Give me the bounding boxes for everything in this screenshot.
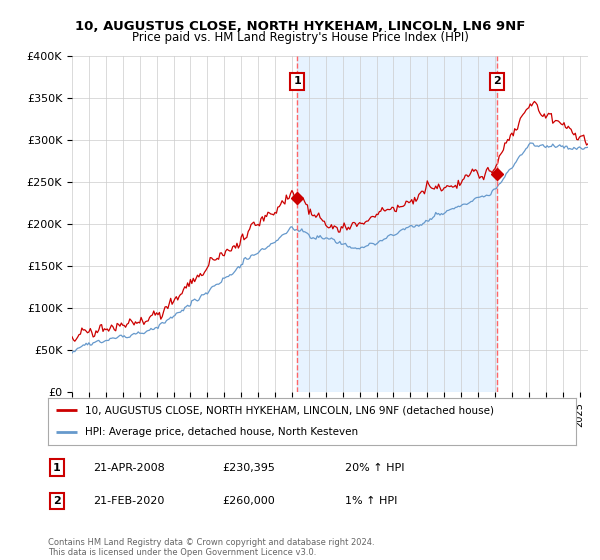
- Text: £230,395: £230,395: [222, 463, 275, 473]
- Bar: [297, 56, 497, 392]
- Text: Contains HM Land Registry data © Crown copyright and database right 2024.
This d: Contains HM Land Registry data © Crown c…: [48, 538, 374, 557]
- Text: HPI: Average price, detached house, North Kesteven: HPI: Average price, detached house, Nort…: [85, 427, 358, 437]
- Text: 2: 2: [53, 496, 61, 506]
- Text: 2: 2: [493, 76, 501, 86]
- Text: 21-FEB-2020: 21-FEB-2020: [93, 496, 164, 506]
- Text: 1% ↑ HPI: 1% ↑ HPI: [345, 496, 397, 506]
- Text: 1: 1: [293, 76, 301, 86]
- Text: 10, AUGUSTUS CLOSE, NORTH HYKEHAM, LINCOLN, LN6 9NF (detached house): 10, AUGUSTUS CLOSE, NORTH HYKEHAM, LINCO…: [85, 405, 494, 416]
- Text: 21-APR-2008: 21-APR-2008: [93, 463, 165, 473]
- Text: 20% ↑ HPI: 20% ↑ HPI: [345, 463, 404, 473]
- Text: 1: 1: [53, 463, 61, 473]
- Text: Price paid vs. HM Land Registry's House Price Index (HPI): Price paid vs. HM Land Registry's House …: [131, 31, 469, 44]
- Text: 10, AUGUSTUS CLOSE, NORTH HYKEHAM, LINCOLN, LN6 9NF: 10, AUGUSTUS CLOSE, NORTH HYKEHAM, LINCO…: [75, 20, 525, 32]
- Text: £260,000: £260,000: [222, 496, 275, 506]
